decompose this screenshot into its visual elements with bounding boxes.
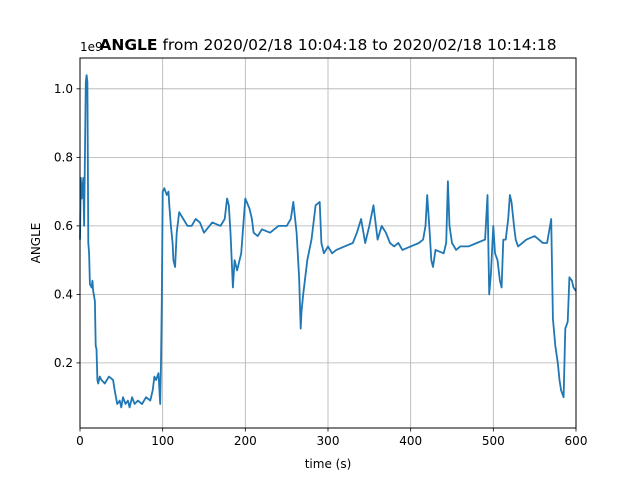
x-tick-label: 600 — [565, 434, 588, 448]
x-tick-label: 200 — [234, 434, 257, 448]
x-tick-label: 0 — [76, 434, 84, 448]
y-tick-label: 0.2 — [54, 356, 73, 370]
x-axis-label: time (s) — [305, 457, 352, 471]
plot-frame — [79, 57, 577, 429]
y-axis-label: ANGLE — [29, 223, 43, 264]
y-tick-label: 0.6 — [54, 219, 73, 233]
x-tick-label: 100 — [151, 434, 174, 448]
y-tick-label: 0.4 — [54, 287, 73, 301]
chart-title-bold: ANGLE — [99, 36, 157, 54]
y-tick-label: 0.8 — [54, 150, 73, 164]
chart-title: ANGLE from 2020/02/18 10:04:18 to 2020/0… — [99, 36, 556, 54]
x-tick-label: 500 — [482, 434, 505, 448]
series-line — [79, 74, 577, 409]
grid-lines — [79, 58, 577, 428]
y-tick-label: 1.0 — [54, 82, 73, 96]
axis-ticks: 0 100 200 300 400 500 600 0.2 0.4 0.6 0.8 1.0 — [54, 82, 588, 448]
y-offset-label: 1e9 — [80, 40, 103, 54]
chart-title-rest: from 2020/02/18 10:04:18 to 2020/02/18 1… — [158, 36, 557, 54]
x-tick-label: 300 — [317, 434, 340, 448]
x-tick-label: 400 — [399, 434, 422, 448]
series-layer — [79, 74, 577, 409]
